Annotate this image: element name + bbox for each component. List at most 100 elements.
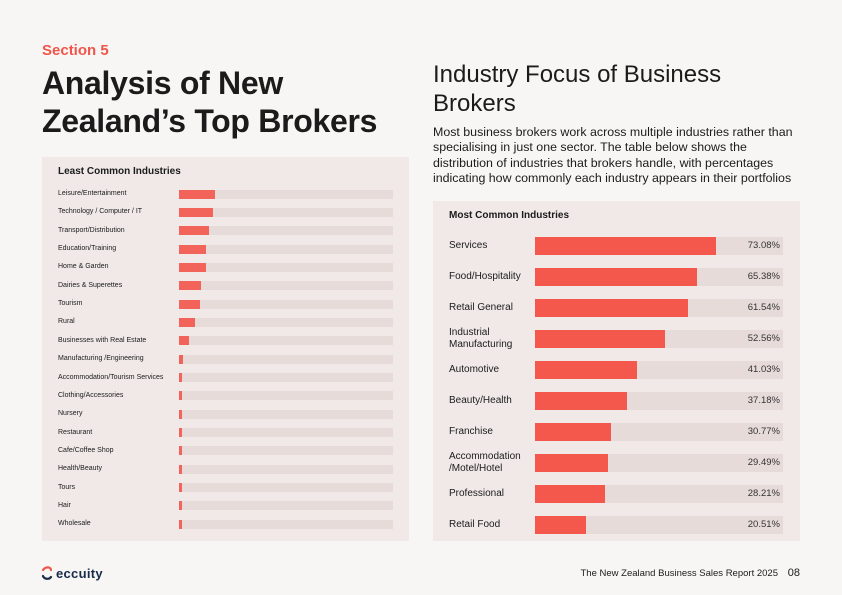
least-common-row: Clothing/Accessories (42, 390, 409, 402)
most-common-track: 28.21% (535, 485, 783, 503)
least-common-bar (179, 483, 182, 493)
least-common-label: Hair (58, 501, 71, 509)
least-common-row: Rural (42, 316, 409, 328)
most-common-value-label: 41.03% (747, 364, 780, 375)
most-common-label: Retail Food (449, 519, 501, 530)
most-common-label: Accommodation /Motel/Hotel (449, 451, 521, 474)
least-common-row: Education/Training (42, 243, 409, 255)
most-common-bar (535, 361, 637, 379)
report-name: The New Zealand Business Sales Report 20… (580, 568, 778, 579)
most-common-track: 37.18% (535, 392, 783, 410)
least-common-track (179, 244, 393, 254)
most-common-value-label: 30.77% (747, 426, 780, 437)
most-common-bar (535, 299, 688, 317)
least-common-track (179, 226, 393, 236)
least-common-row: Dairies & Superettes (42, 280, 409, 292)
least-common-bar (179, 446, 182, 456)
least-common-bar (179, 391, 182, 401)
most-common-row: Professional 28.21% (433, 485, 800, 503)
most-common-bar (535, 454, 609, 472)
least-common-row: Transport/Distribution (42, 225, 409, 237)
page-title: Analysis of New Zealand’s Top Brokers (42, 65, 378, 139)
least-common-label: Technology / Computer / IT (58, 208, 143, 216)
least-common-bar (179, 317, 196, 327)
most-common-value-label: 20.51% (747, 519, 780, 530)
most-common-label: Food/Hospitality (449, 271, 521, 282)
most-common-label: Beauty/Health (449, 395, 512, 406)
least-common-bar (179, 464, 182, 474)
least-common-track (179, 281, 393, 291)
least-common-bar (179, 262, 207, 272)
most-common-label: Franchise (449, 426, 493, 437)
least-common-track (179, 391, 393, 401)
most-common-row: Automotive 41.03% (433, 361, 800, 379)
most-common-row: Accommodation /Motel/Hotel 29.49% (433, 451, 800, 474)
least-common-label: Leisure/Entertainment (58, 190, 127, 197)
least-common-label: Clothing/Accessories (58, 391, 124, 399)
least-common-row: Health/Beauty (42, 463, 409, 475)
least-common-bar (179, 409, 182, 419)
least-common-label: Dairies & Superettes (58, 281, 123, 289)
least-common-row: Businesses with Real Estate (42, 335, 409, 347)
least-common-track (179, 189, 393, 199)
least-common-bar (179, 336, 189, 346)
most-common-row: Franchise 30.77% (433, 423, 800, 441)
least-common-label: Manufacturing /Engineering (58, 355, 144, 363)
focus-description: Most business brokers work across multip… (433, 125, 793, 185)
least-common-row: Restaurant (42, 427, 409, 439)
most-common-title: Most Common Industries (449, 210, 570, 221)
least-common-track (179, 299, 393, 309)
least-common-bar (179, 373, 182, 382)
least-common-row: Cafe/Coffee Shop (42, 445, 409, 457)
least-common-bar (179, 501, 182, 511)
least-common-bar (179, 189, 215, 199)
most-common-track: 41.03% (535, 361, 783, 379)
least-common-row: Home & Garden (42, 261, 409, 273)
most-common-row: Services 73.08% (433, 237, 800, 255)
section-label: Section 5 (42, 42, 109, 59)
least-common-track (179, 317, 393, 327)
least-common-bar (179, 281, 201, 291)
least-common-label: Nursery (58, 410, 83, 418)
least-common-label: Restaurant (58, 428, 93, 436)
most-common-bar (535, 268, 698, 286)
focus-title: Industry Focus of Business Brokers (433, 61, 722, 117)
least-common-bar (179, 354, 184, 364)
most-common-bar (535, 237, 717, 255)
most-common-row: Beauty/Health 37.18% (433, 392, 800, 410)
least-common-track (179, 483, 393, 493)
most-common-label: Professional (449, 488, 505, 499)
least-common-label: Cafe/Coffee Shop (58, 446, 114, 454)
page-number: 08 (787, 567, 800, 579)
most-common-track: 65.38% (535, 268, 783, 286)
most-common-track: 20.51% (535, 516, 783, 534)
least-common-row: Wholesale (42, 518, 409, 530)
least-common-row: Leisure/Entertainment (42, 188, 409, 200)
least-common-label: Tourism (58, 300, 83, 308)
most-common-row: Industrial Manufacturing 52.56% (433, 327, 800, 350)
least-common-bar (179, 207, 214, 217)
least-common-bar (179, 226, 210, 236)
most-common-bar (535, 516, 586, 534)
most-common-track: 29.49% (535, 454, 783, 472)
most-common-label: Retail General (449, 302, 513, 313)
most-common-panel: Most Common Industries Services 73.08% Foo… (433, 201, 800, 541)
least-common-label: Rural (58, 318, 75, 326)
brand-logo: eccuity (41, 564, 103, 582)
most-common-row: Food/Hospitality 65.38% (433, 268, 800, 286)
most-common-label: Automotive (449, 364, 500, 375)
least-common-row: Tours (42, 482, 409, 494)
least-common-label: Transport/Distribution (58, 226, 125, 234)
least-common-label: Businesses with Real Estate (58, 336, 147, 344)
most-common-value-label: 61.54% (747, 302, 780, 313)
least-common-track (179, 409, 393, 419)
most-common-row: Retail General 61.54% (433, 299, 800, 317)
most-common-bar (535, 392, 628, 410)
least-common-label: Accommodation/Tourism Services (58, 373, 164, 381)
most-common-bar (535, 485, 605, 503)
most-common-value-label: 29.49% (747, 457, 780, 468)
most-common-value-label: 52.56% (747, 333, 780, 344)
least-common-label: Wholesale (58, 520, 91, 528)
least-common-row: Nursery (42, 408, 409, 420)
least-common-track (179, 428, 393, 438)
